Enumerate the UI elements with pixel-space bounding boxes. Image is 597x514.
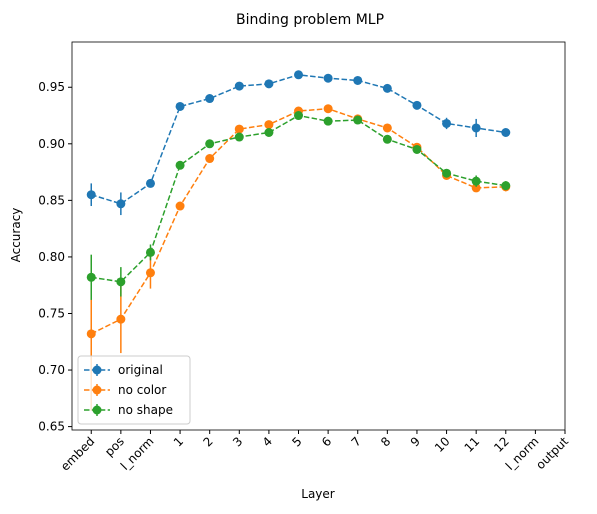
marker: [323, 73, 333, 83]
x-tick-label: 7: [349, 434, 364, 449]
marker: [205, 94, 215, 104]
x-tick-label: 1: [171, 434, 186, 449]
x-tick-label: 11: [462, 434, 483, 455]
marker: [175, 101, 185, 111]
legend-label: original: [118, 363, 163, 377]
x-tick-label: 10: [432, 434, 453, 455]
y-tick-label: 0.95: [38, 80, 65, 94]
marker: [294, 111, 304, 121]
marker: [353, 115, 363, 125]
marker: [116, 199, 126, 209]
marker: [86, 329, 96, 339]
marker: [323, 104, 333, 114]
y-axis-label: Accuracy: [9, 208, 23, 263]
marker: [471, 123, 481, 133]
x-tick-label: 4: [260, 434, 275, 449]
y-tick-label: 0.85: [38, 193, 65, 207]
series-line: [91, 114, 506, 283]
x-tick-label: 9: [408, 434, 423, 449]
x-tick-label: l_norm: [118, 434, 157, 473]
x-tick-label: 2: [201, 434, 216, 449]
marker: [86, 272, 96, 282]
legend-box: [77, 355, 191, 425]
y-tick-label: 0.80: [38, 250, 65, 264]
marker: [501, 181, 511, 191]
x-tick-label: 6: [319, 434, 334, 449]
marker: [412, 100, 422, 110]
x-tick-label: 8: [378, 434, 393, 449]
marker: [116, 314, 126, 324]
y-tick-label: 0.75: [38, 306, 65, 320]
marker: [145, 178, 155, 188]
marker: [86, 190, 96, 200]
marker: [382, 134, 392, 144]
chart-title: Binding problem MLP: [236, 12, 384, 28]
legend-marker: [92, 365, 102, 375]
marker: [442, 168, 452, 178]
legend-label: no color: [118, 383, 166, 397]
marker: [264, 79, 274, 89]
marker: [234, 124, 244, 134]
x-tick-label: l_norm: [503, 434, 542, 473]
plot-frame: [71, 41, 566, 431]
x-tick-label: 12: [491, 434, 512, 455]
marker: [382, 83, 392, 93]
marker: [353, 75, 363, 85]
marker: [264, 120, 274, 130]
marker: [442, 118, 452, 128]
marker: [471, 176, 481, 186]
marker: [175, 201, 185, 211]
marker: [234, 132, 244, 142]
y-tick-label: 0.90: [38, 137, 65, 151]
legend-marker: [92, 385, 102, 395]
marker: [471, 183, 481, 193]
x-tick-label: pos: [102, 434, 127, 459]
marker: [145, 247, 155, 257]
marker: [234, 81, 244, 91]
legend-marker: [92, 405, 102, 415]
marker: [145, 268, 155, 278]
marker: [294, 70, 304, 80]
marker: [205, 139, 215, 149]
x-tick-label: embed: [58, 434, 97, 473]
marker: [412, 144, 422, 154]
marker: [264, 127, 274, 137]
legend-label: no shape: [118, 403, 173, 417]
marker: [116, 277, 126, 287]
y-tick-label: 0.65: [38, 420, 65, 434]
marker: [175, 160, 185, 170]
x-axis-label: Layer: [301, 487, 335, 501]
marker: [501, 127, 511, 137]
marker: [323, 116, 333, 126]
marker: [382, 123, 392, 133]
marker: [205, 154, 215, 164]
x-tick-label: 3: [230, 434, 245, 449]
series-line: [90, 107, 506, 335]
y-tick-label: 0.70: [38, 363, 65, 377]
x-tick-label: output: [533, 434, 571, 472]
x-tick-label: 5: [289, 434, 304, 449]
